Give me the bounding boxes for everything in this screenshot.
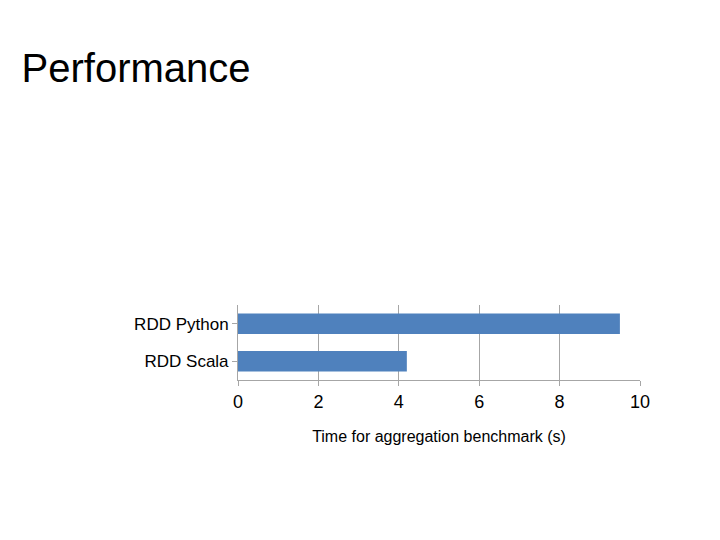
svg-text:RDD Scala: RDD Scala	[145, 352, 230, 371]
svg-text:Performance: Performance	[22, 46, 251, 90]
svg-text:2: 2	[313, 392, 323, 412]
svg-text:10: 10	[630, 392, 650, 412]
svg-text:4: 4	[394, 392, 404, 412]
svg-text:8: 8	[555, 392, 565, 412]
svg-text:0: 0	[233, 392, 243, 412]
svg-text:6: 6	[474, 392, 484, 412]
svg-text:RDD Python: RDD Python	[134, 315, 228, 334]
svg-text:Time for aggregation benchmark: Time for aggregation benchmark (s)	[312, 428, 566, 445]
